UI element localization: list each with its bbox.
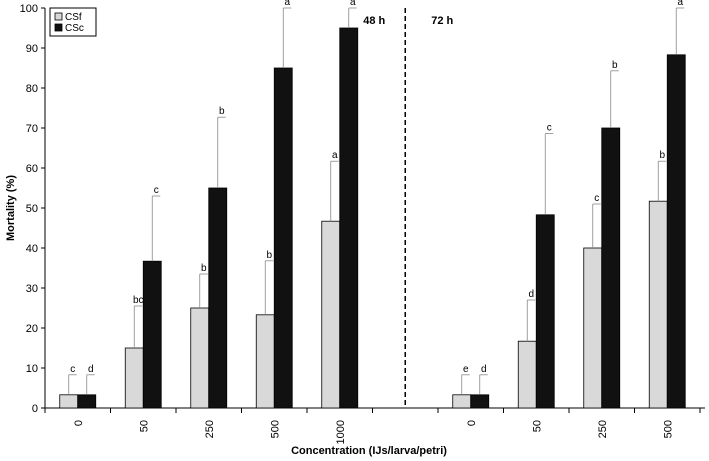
bar-csc	[470, 394, 490, 409]
y-tick-label: 0	[32, 403, 38, 415]
significance-letter: b	[659, 150, 665, 161]
x-tick-label: 500	[269, 420, 281, 438]
bar-csc	[273, 67, 293, 409]
error-bars	[68, 7, 685, 395]
panel-labels: 48 h 72 h	[363, 15, 453, 27]
bar-csc	[601, 127, 621, 409]
significance-letter: d	[528, 289, 534, 300]
significance-letter: a	[332, 150, 338, 161]
significance-letter: c	[154, 185, 159, 196]
bar-csf	[59, 394, 79, 409]
y-tick-label: 70	[26, 123, 38, 135]
significance-letter: c	[70, 364, 75, 375]
legend: CSf CSc	[49, 7, 97, 37]
y-tick-label: 10	[26, 363, 38, 375]
x-tick-label: 500	[662, 420, 674, 438]
y-tick-label: 40	[26, 243, 38, 255]
significance-letter: b	[266, 250, 272, 261]
panel-label: 72 h	[431, 15, 453, 27]
bar-csc	[77, 394, 97, 409]
significance-letter: b	[612, 60, 618, 71]
bar-csc	[208, 187, 228, 409]
significance-letter: d	[88, 364, 94, 375]
significance-letter: c	[547, 123, 552, 134]
bar-csf	[452, 394, 472, 409]
legend-swatch-csc	[54, 23, 63, 32]
x-tick-label: 0	[466, 420, 478, 426]
y-tick-labels: 0 10 20 30 40 50 60 70 80 90 100	[20, 3, 38, 415]
significance-letter: a	[350, 0, 356, 8]
x-tick-label: 50	[531, 420, 543, 432]
bar-csc	[666, 54, 686, 409]
x-tick-label: 0	[73, 420, 85, 426]
panel-label: 48 h	[363, 15, 385, 27]
bar-csf	[255, 314, 275, 409]
bar-csf	[321, 220, 341, 409]
y-tick-label: 60	[26, 163, 38, 175]
significance-letter: a	[677, 0, 683, 8]
bar-csf	[648, 200, 668, 409]
significance-letter: d	[481, 364, 487, 375]
y-tick-label: 50	[26, 203, 38, 215]
significance-letters: cdbccbbbaaaeddccbbaaa	[70, 0, 683, 375]
bar-csf	[517, 340, 537, 409]
y-tick-label: 20	[26, 323, 38, 335]
bar-csc	[142, 260, 162, 409]
significance-letter: a	[284, 0, 290, 8]
bar-csc	[535, 214, 555, 409]
y-tick-label: 90	[26, 43, 38, 55]
y-axis-label: Mortality (%)	[5, 175, 17, 241]
significance-letter: c	[594, 193, 599, 204]
bars	[59, 27, 686, 409]
significance-letter: bc	[133, 295, 144, 306]
legend-label-csc: CSc	[65, 23, 84, 34]
legend-swatch-csf	[54, 12, 63, 21]
x-tick-label: 250	[204, 420, 216, 438]
y-tick-label: 80	[26, 83, 38, 95]
bar-csf	[124, 347, 144, 409]
significance-letter: b	[219, 106, 225, 117]
significance-letter: e	[463, 364, 469, 375]
x-tick-label: 50	[138, 420, 150, 432]
legend-label-csf: CSf	[65, 12, 82, 23]
bar-csf	[583, 247, 603, 409]
x-tick-label: 250	[597, 420, 609, 438]
bar-csf	[190, 307, 210, 409]
significance-letter: b	[201, 263, 207, 274]
bar-csc	[339, 27, 359, 409]
x-tick-labels: 05025050010000502505001000	[73, 420, 675, 444]
y-tick-label: 100	[20, 3, 38, 15]
x-tick-label: 1000	[335, 420, 347, 444]
y-tick-label: 30	[26, 283, 38, 295]
x-axis-label: Concentration (IJs/larva/petri)	[291, 445, 447, 457]
